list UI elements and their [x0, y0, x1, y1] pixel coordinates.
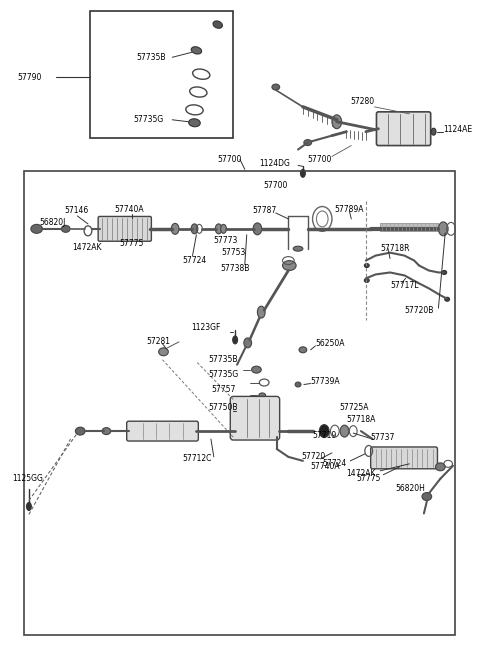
Text: 57735B: 57735B — [208, 355, 238, 364]
Ellipse shape — [233, 336, 238, 344]
Ellipse shape — [340, 425, 349, 437]
Ellipse shape — [364, 263, 369, 267]
Ellipse shape — [422, 493, 432, 500]
Ellipse shape — [438, 222, 448, 236]
Text: 1123GF: 1123GF — [192, 324, 221, 333]
Ellipse shape — [102, 428, 111, 434]
Text: 57757: 57757 — [211, 385, 235, 394]
FancyBboxPatch shape — [98, 216, 151, 241]
Text: 1472AK: 1472AK — [347, 469, 376, 478]
Ellipse shape — [171, 223, 179, 234]
Ellipse shape — [221, 225, 227, 233]
Ellipse shape — [244, 338, 252, 348]
Text: 57718A: 57718A — [347, 415, 376, 424]
Text: 57738B: 57738B — [221, 264, 250, 273]
Ellipse shape — [445, 297, 450, 301]
Text: 57720: 57720 — [301, 453, 325, 461]
Text: 57735G: 57735G — [133, 115, 164, 124]
Text: 57719: 57719 — [312, 430, 337, 440]
Text: 1125GG: 1125GG — [12, 474, 43, 483]
FancyBboxPatch shape — [230, 396, 280, 440]
Text: 57775: 57775 — [356, 474, 381, 483]
Text: 56820H: 56820H — [395, 484, 425, 493]
Text: 56820J: 56820J — [39, 218, 66, 227]
Text: 57787: 57787 — [252, 206, 277, 215]
Text: 57737: 57737 — [371, 432, 395, 441]
Text: 57720B: 57720B — [405, 306, 434, 314]
Text: 57280: 57280 — [351, 98, 375, 106]
Ellipse shape — [61, 225, 70, 233]
Ellipse shape — [75, 427, 85, 435]
Ellipse shape — [442, 271, 447, 274]
Text: 57281: 57281 — [146, 337, 170, 346]
Ellipse shape — [332, 115, 342, 128]
Ellipse shape — [191, 224, 198, 234]
Ellipse shape — [283, 261, 296, 271]
Text: 1472AK: 1472AK — [72, 243, 102, 252]
Text: 57718R: 57718R — [380, 244, 410, 253]
Text: 57740A: 57740A — [311, 462, 340, 472]
FancyBboxPatch shape — [376, 112, 431, 145]
Ellipse shape — [295, 382, 301, 387]
Text: 57789A: 57789A — [334, 204, 363, 214]
Text: 57700: 57700 — [308, 155, 332, 164]
Ellipse shape — [189, 119, 200, 126]
Ellipse shape — [252, 366, 261, 373]
Ellipse shape — [431, 128, 436, 135]
Text: 57700: 57700 — [264, 181, 288, 190]
Ellipse shape — [435, 463, 445, 471]
Ellipse shape — [259, 393, 265, 398]
Text: 57700: 57700 — [218, 155, 242, 164]
Ellipse shape — [257, 306, 265, 318]
Ellipse shape — [159, 348, 168, 356]
FancyBboxPatch shape — [371, 447, 437, 469]
Text: 57712C: 57712C — [182, 455, 211, 463]
FancyBboxPatch shape — [127, 421, 198, 441]
Text: 57146: 57146 — [65, 206, 89, 215]
Ellipse shape — [213, 21, 222, 28]
Text: 57717L: 57717L — [390, 281, 419, 290]
Ellipse shape — [299, 347, 307, 353]
Ellipse shape — [304, 140, 312, 145]
Text: 1124AE: 1124AE — [443, 125, 472, 134]
Text: 57739A: 57739A — [311, 377, 340, 386]
Text: 57724: 57724 — [322, 459, 347, 468]
Text: 57735B: 57735B — [136, 53, 166, 62]
Ellipse shape — [293, 246, 303, 251]
Ellipse shape — [253, 223, 262, 234]
Bar — [24, 172, 455, 635]
Text: 1124DG: 1124DG — [259, 159, 290, 168]
Text: 57750B: 57750B — [208, 403, 238, 412]
Ellipse shape — [272, 84, 280, 90]
Text: 57753: 57753 — [222, 248, 246, 257]
Ellipse shape — [300, 170, 305, 178]
Ellipse shape — [319, 424, 329, 438]
Ellipse shape — [215, 224, 222, 234]
Ellipse shape — [26, 502, 31, 510]
Text: 57725A: 57725A — [340, 403, 369, 412]
Text: 56250A: 56250A — [315, 339, 345, 348]
Text: 57724: 57724 — [182, 256, 206, 265]
Text: 57735G: 57735G — [208, 370, 238, 379]
Bar — [380, 223, 438, 231]
Text: 57775: 57775 — [119, 239, 144, 248]
Text: 57740A: 57740A — [114, 204, 144, 214]
Ellipse shape — [191, 47, 202, 54]
Bar — [90, 10, 233, 138]
Ellipse shape — [31, 225, 42, 233]
Ellipse shape — [364, 278, 369, 282]
Text: 57790: 57790 — [17, 73, 42, 82]
Text: 57773: 57773 — [214, 236, 238, 245]
